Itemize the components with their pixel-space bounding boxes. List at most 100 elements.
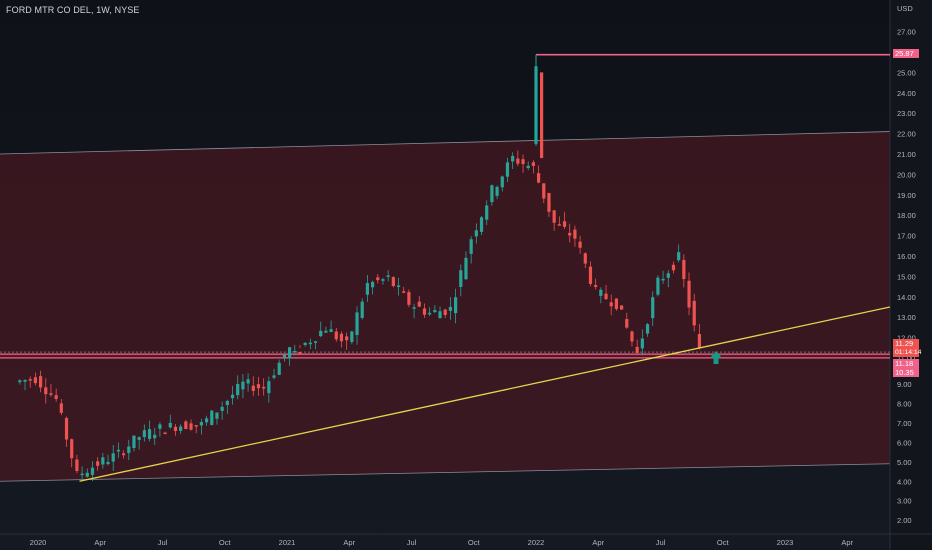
- candle-body: [583, 253, 587, 264]
- time-tick-label: Apr: [94, 538, 106, 547]
- candle-body: [640, 338, 644, 349]
- time-tick-label: Jul: [656, 538, 666, 547]
- candle-body: [350, 331, 354, 343]
- candle-body: [70, 439, 74, 459]
- candle-body: [293, 350, 297, 353]
- candle-body: [360, 301, 364, 318]
- channel-upper-line: [0, 131, 891, 155]
- up-arrow-icon: [710, 351, 722, 364]
- candle-body: [18, 380, 22, 383]
- candle-body: [635, 346, 639, 354]
- candle-body: [38, 376, 43, 388]
- price-tick-label: 21.00: [897, 150, 916, 159]
- candle-body: [308, 342, 312, 345]
- candle-body: [402, 291, 406, 293]
- candle-body: [474, 230, 478, 237]
- candle-body: [485, 205, 489, 220]
- candle-body: [412, 307, 416, 309]
- high-price-tag: 25.87: [893, 49, 919, 58]
- candle-body: [199, 422, 204, 426]
- price-tick-label: 12.00: [897, 334, 916, 343]
- time-tick-label: 2023: [777, 538, 794, 547]
- candle-body: [365, 283, 370, 295]
- candle-body: [614, 298, 619, 309]
- candle-body: [500, 176, 504, 188]
- candle-body: [417, 301, 421, 307]
- price-tick-label: 20.00: [897, 170, 916, 179]
- candle-body: [671, 264, 676, 271]
- candle-body: [194, 425, 198, 427]
- trendline: [79, 306, 891, 482]
- candle-body: [526, 165, 530, 168]
- candle-body: [85, 472, 89, 477]
- time-tick-label: Oct: [717, 538, 730, 547]
- candle-body: [220, 406, 224, 411]
- candle-body: [692, 300, 696, 326]
- candle-body: [54, 395, 58, 399]
- price-tick-label: 7.00: [897, 419, 912, 428]
- candle-body: [588, 266, 593, 284]
- price-tick-label: 24.00: [897, 89, 916, 98]
- candle-body: [147, 429, 152, 439]
- candle-body: [225, 400, 229, 406]
- time-tick-label: Oct: [219, 538, 232, 547]
- candle-body: [599, 289, 603, 296]
- candle-body: [189, 423, 193, 430]
- candle-body: [630, 331, 634, 342]
- price-tick-label: 25.00: [897, 68, 916, 77]
- price-tick-label: 4.00: [897, 477, 912, 486]
- candle-body: [277, 362, 281, 375]
- price-tick-label: 3.00: [897, 497, 912, 506]
- candle-body: [516, 158, 520, 164]
- candle-body: [241, 381, 245, 390]
- candle-body: [168, 422, 172, 428]
- candle-body: [173, 426, 178, 432]
- candle-body: [443, 309, 447, 315]
- candle-body: [339, 333, 344, 342]
- candle-body: [661, 278, 665, 281]
- channel-lower-line: [0, 463, 891, 482]
- candle-body: [355, 312, 359, 335]
- candle-body: [163, 432, 167, 435]
- candle-body: [49, 393, 53, 395]
- candle-body: [573, 229, 577, 239]
- candle-body: [511, 155, 515, 162]
- price-tick-label: 23.00: [897, 109, 916, 118]
- price-tick-label: 22.00: [897, 130, 916, 139]
- candle-body: [453, 297, 458, 314]
- candle-body: [137, 437, 141, 440]
- candle-body: [562, 221, 567, 227]
- candle-body: [531, 162, 536, 166]
- candle-body: [303, 342, 307, 346]
- candle-body: [345, 336, 349, 341]
- candle-body: [111, 453, 115, 462]
- candle-body: [287, 347, 292, 359]
- price-tick-label: 5.00: [897, 458, 912, 467]
- candle-body: [407, 292, 411, 305]
- candle-body: [246, 379, 250, 384]
- candle-body: [438, 311, 442, 319]
- candle-body: [542, 183, 546, 199]
- high-spike-body: [534, 66, 538, 144]
- price-tick-label: 2.00: [897, 516, 912, 525]
- candle-body: [552, 210, 556, 223]
- candle-body: [127, 446, 131, 453]
- time-tick-label: 2020: [30, 538, 47, 547]
- price-tick-label: 19.00: [897, 191, 916, 200]
- candle-body: [230, 394, 235, 399]
- candle-body: [236, 383, 240, 396]
- candle-body: [215, 412, 219, 419]
- candle-body: [313, 341, 318, 343]
- candle-body: [490, 185, 494, 203]
- price-channel: [0, 131, 890, 482]
- candle-body: [256, 384, 261, 389]
- currency-label: USD: [897, 4, 913, 13]
- time-tick-label: Apr: [592, 538, 604, 547]
- candle-body: [319, 330, 323, 337]
- candle-body: [329, 329, 333, 332]
- candle-body: [298, 351, 302, 354]
- price-tick-label: 11.00: [897, 354, 915, 363]
- price-tick-label: 9.00: [897, 380, 912, 389]
